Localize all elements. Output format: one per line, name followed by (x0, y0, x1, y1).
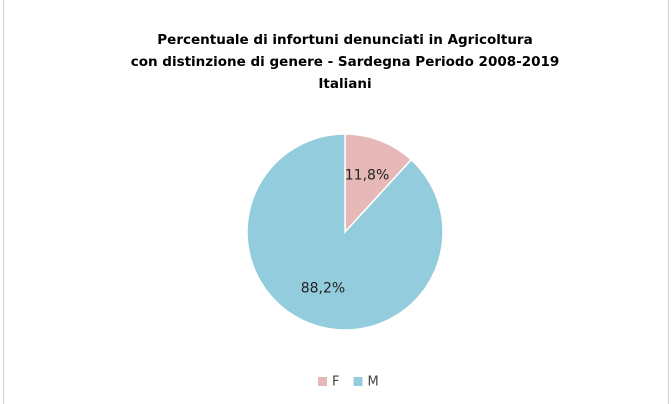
data-label: 88,2% (301, 281, 345, 297)
pie-slice (344, 133, 413, 234)
legend-swatch (353, 377, 363, 386)
chart-title: Italiani (318, 76, 371, 92)
legend-label: F (332, 375, 339, 390)
data-label: 11,8% (345, 167, 389, 183)
chart-title: Percentuale di infortuni denunciati in A… (157, 32, 532, 48)
pie-slice (246, 133, 444, 331)
legend-label: M (367, 375, 378, 390)
chart-title: con distinzione di genere - Sardegna Per… (131, 54, 560, 70)
legend-swatch (318, 377, 327, 386)
